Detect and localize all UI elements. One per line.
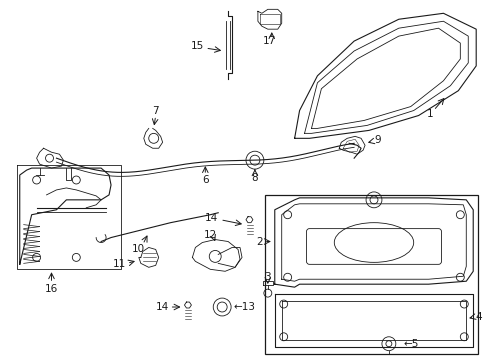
Text: 7: 7: [152, 105, 159, 116]
Bar: [264, 195, 477, 354]
Text: 12: 12: [203, 230, 217, 239]
Text: 11: 11: [112, 259, 126, 269]
Text: 17: 17: [263, 36, 276, 46]
Text: 8: 8: [251, 173, 258, 183]
Text: 15: 15: [191, 41, 204, 51]
Text: ←13: ←13: [233, 302, 255, 312]
Text: 9: 9: [373, 135, 380, 145]
Text: ←5: ←5: [403, 339, 418, 349]
Text: 4: 4: [474, 312, 481, 322]
Text: 3: 3: [264, 272, 270, 282]
Text: 10: 10: [132, 244, 145, 255]
Text: 16: 16: [45, 284, 58, 294]
Text: 6: 6: [202, 175, 208, 185]
Text: 14: 14: [204, 213, 218, 223]
Text: 1: 1: [427, 108, 433, 118]
Text: 2: 2: [256, 237, 263, 247]
Text: 14: 14: [155, 302, 168, 312]
